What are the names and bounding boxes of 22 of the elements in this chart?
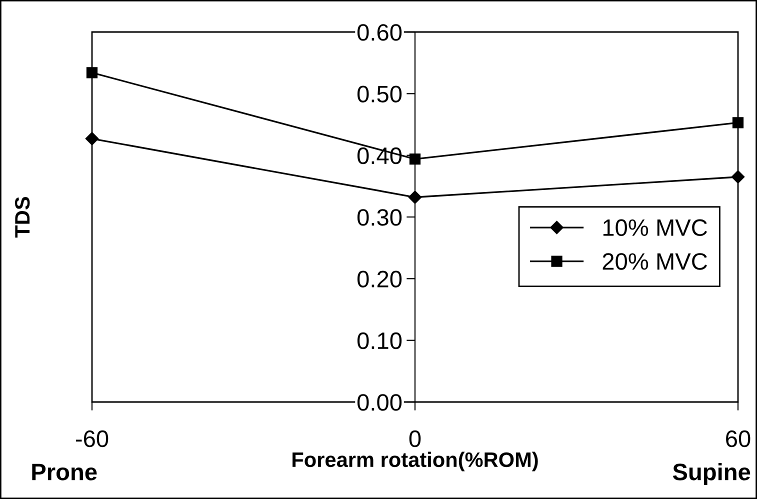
legend-label: 20% MVC (602, 253, 708, 270)
point (732, 117, 744, 128)
y-tick-label: 0.30 (357, 209, 402, 226)
legend-label: 10% MVC (603, 219, 708, 236)
y-tick-label: 0.20 (357, 270, 402, 288)
point (85, 132, 99, 146)
point (731, 170, 745, 184)
y-tick-label: 0.50 (357, 86, 402, 102)
text: Supine (672, 463, 750, 486)
x-tick-label: -60 (76, 430, 108, 448)
y-tick-label: 0.10 (357, 332, 402, 350)
y-axis-title: TDS (14, 196, 30, 238)
point (86, 67, 98, 78)
x-tick-label: 60 (726, 430, 750, 448)
text: Prone (32, 464, 97, 480)
y-tick-label: 0.60 (357, 24, 402, 41)
point (408, 190, 422, 204)
y-tick-label: 0.40 (357, 147, 402, 164)
point (409, 153, 421, 165)
x-axis-title: Forearm rotation(%ROM) (292, 452, 538, 472)
y-tick-label: 0.00 (357, 394, 402, 411)
x-tick-label: 0 (409, 430, 421, 448)
